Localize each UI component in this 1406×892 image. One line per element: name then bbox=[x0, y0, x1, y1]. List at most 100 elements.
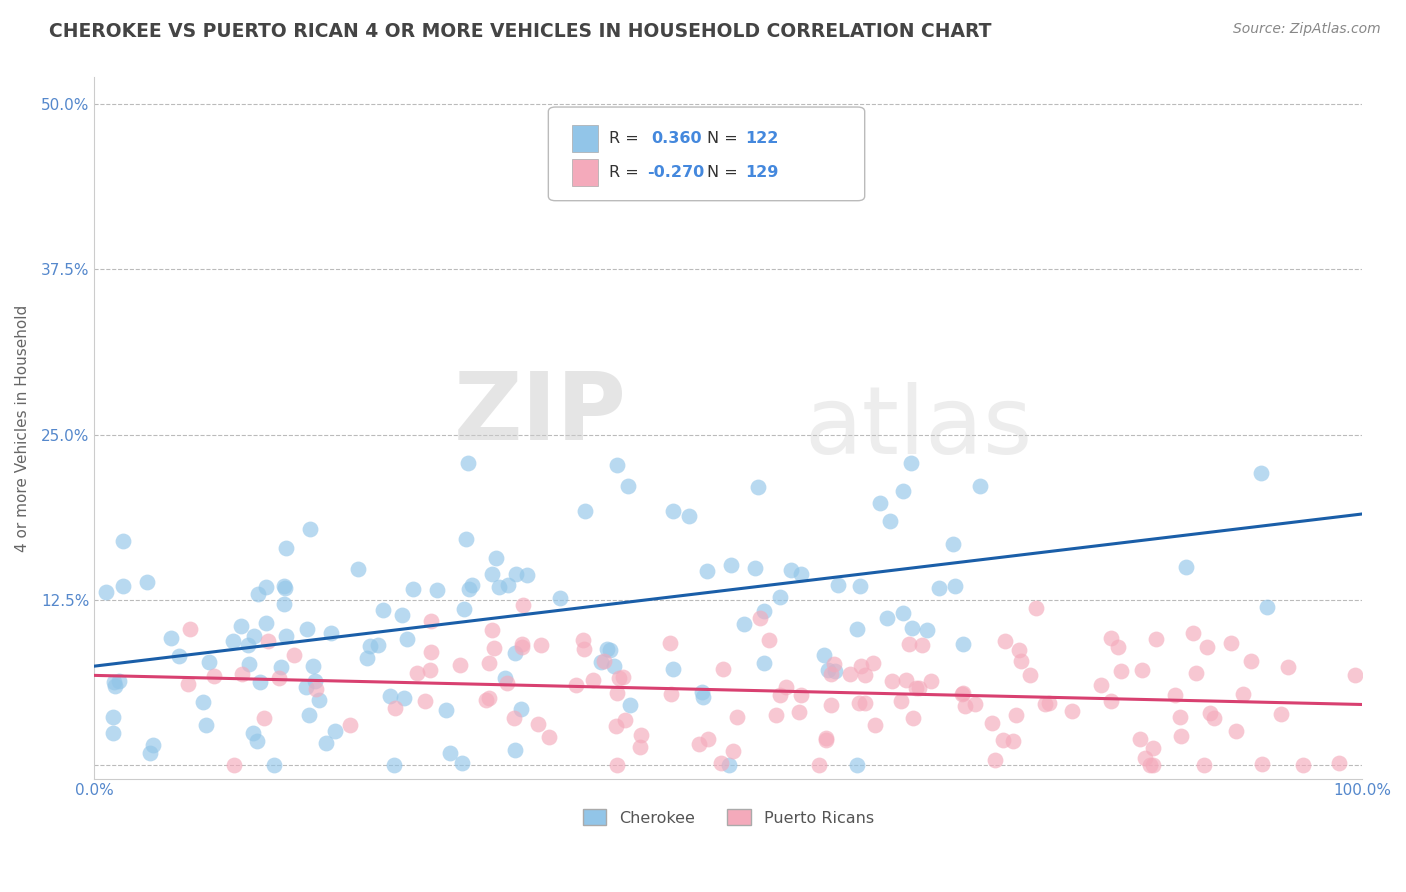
Point bbox=[419, 645, 441, 659]
Point bbox=[367, 638, 389, 652]
Point bbox=[904, 681, 927, 695]
Point bbox=[1194, 758, 1216, 772]
Point bbox=[319, 626, 342, 640]
Point bbox=[1109, 664, 1132, 678]
Point bbox=[920, 673, 942, 688]
Point bbox=[891, 484, 914, 499]
Point bbox=[263, 758, 285, 772]
Point bbox=[315, 736, 337, 750]
Point bbox=[838, 666, 860, 681]
Point bbox=[901, 711, 924, 725]
Point bbox=[851, 659, 873, 673]
Point bbox=[420, 614, 443, 628]
Point bbox=[574, 504, 596, 518]
Point bbox=[509, 702, 531, 716]
Point bbox=[1001, 734, 1024, 748]
Point bbox=[1232, 687, 1254, 701]
Text: N =: N = bbox=[707, 131, 744, 145]
Point bbox=[814, 732, 837, 747]
Point bbox=[238, 657, 260, 672]
Point bbox=[894, 673, 917, 687]
Point bbox=[1344, 668, 1367, 682]
Point bbox=[1185, 665, 1208, 680]
Point bbox=[605, 719, 627, 733]
Point bbox=[246, 587, 269, 601]
Point bbox=[696, 732, 718, 747]
Point bbox=[890, 694, 912, 708]
Point bbox=[891, 606, 914, 620]
Point bbox=[1292, 758, 1315, 772]
Point bbox=[503, 646, 526, 660]
Point bbox=[853, 668, 876, 682]
Point bbox=[1164, 688, 1187, 702]
Point bbox=[1204, 711, 1226, 725]
Point bbox=[112, 578, 135, 592]
Point bbox=[194, 718, 217, 732]
Point bbox=[943, 579, 966, 593]
Point bbox=[1010, 654, 1032, 668]
Point bbox=[711, 662, 734, 676]
Point bbox=[516, 568, 538, 582]
Point bbox=[955, 699, 977, 714]
Point bbox=[1251, 756, 1274, 771]
Point bbox=[253, 711, 276, 725]
Point bbox=[257, 634, 280, 648]
Point bbox=[142, 738, 165, 752]
Point bbox=[790, 567, 813, 582]
Point bbox=[494, 671, 516, 685]
Point bbox=[981, 716, 1004, 731]
Point bbox=[882, 673, 904, 688]
Point bbox=[1008, 643, 1031, 657]
Point bbox=[662, 503, 685, 517]
Point bbox=[817, 663, 839, 677]
Point bbox=[572, 633, 595, 648]
Point bbox=[848, 696, 870, 710]
Point bbox=[592, 654, 614, 668]
Point bbox=[659, 636, 682, 650]
Point bbox=[823, 657, 845, 671]
Point bbox=[510, 640, 533, 654]
Point bbox=[299, 522, 322, 536]
Point bbox=[917, 623, 939, 637]
Point bbox=[498, 577, 520, 591]
Point bbox=[179, 623, 201, 637]
Point bbox=[283, 648, 305, 663]
Point bbox=[1038, 696, 1060, 710]
Point bbox=[356, 650, 378, 665]
Point bbox=[488, 580, 510, 594]
Point bbox=[198, 655, 221, 669]
Point bbox=[780, 563, 803, 577]
Point bbox=[1277, 660, 1299, 674]
Point bbox=[733, 616, 755, 631]
Point bbox=[1144, 632, 1167, 646]
Point bbox=[475, 693, 498, 707]
Point bbox=[606, 758, 628, 772]
Point bbox=[167, 648, 190, 663]
Point bbox=[589, 656, 612, 670]
Point bbox=[457, 456, 479, 470]
Point bbox=[405, 666, 427, 681]
Point bbox=[160, 632, 183, 646]
Point bbox=[869, 496, 891, 510]
Point bbox=[614, 714, 637, 728]
Point bbox=[853, 696, 876, 710]
Text: 0.360: 0.360 bbox=[651, 131, 702, 145]
Text: atlas: atlas bbox=[804, 382, 1032, 474]
Point bbox=[270, 660, 292, 674]
Point bbox=[512, 598, 534, 612]
Point bbox=[101, 725, 124, 739]
Point bbox=[484, 640, 506, 655]
Point bbox=[478, 690, 501, 705]
Point bbox=[599, 642, 621, 657]
Point bbox=[820, 698, 842, 712]
Point bbox=[538, 730, 561, 744]
Text: 122: 122 bbox=[745, 131, 779, 145]
Point bbox=[1219, 636, 1241, 650]
Point bbox=[449, 658, 471, 673]
Point bbox=[371, 603, 394, 617]
Point bbox=[824, 664, 846, 678]
Point bbox=[413, 693, 436, 707]
Point bbox=[606, 686, 628, 700]
Point bbox=[692, 684, 714, 698]
Point bbox=[439, 746, 461, 760]
